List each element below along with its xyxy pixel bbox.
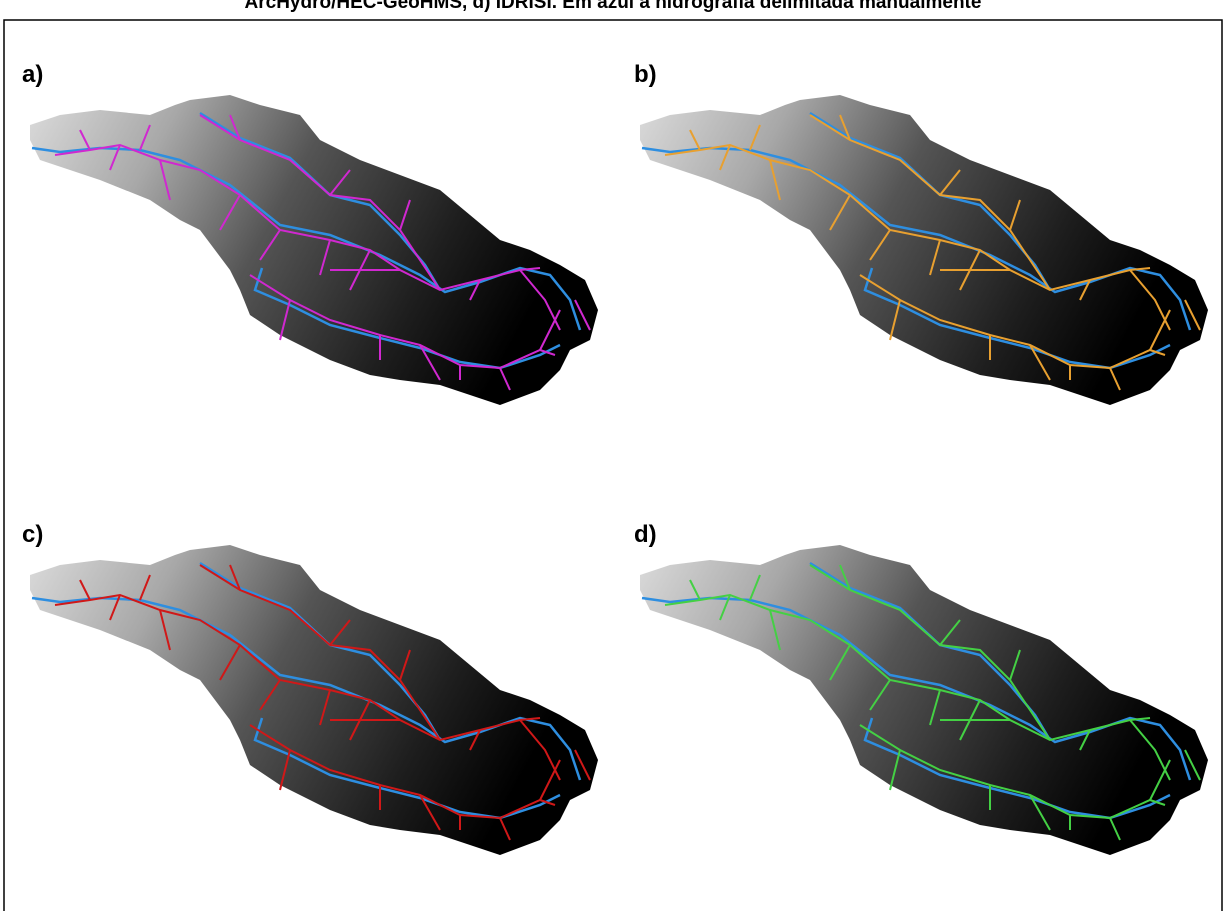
panel: b) (634, 61, 1208, 405)
panel: a) (22, 61, 598, 405)
panel-label: c) (22, 521, 43, 548)
figure: ArcHydro/HEC-GeoHMS, d) IDRISI. Em azul … (0, 0, 1226, 911)
panel: c) (22, 521, 598, 855)
panel-label: b) (634, 61, 657, 88)
panel-label: d) (634, 521, 657, 548)
caption: ArcHydro/HEC-GeoHMS, d) IDRISI. Em azul … (245, 0, 982, 13)
panel: d) (634, 521, 1208, 855)
page: {"header": {"caption": "ArcHydro/HEC-Geo… (0, 0, 1226, 911)
panel-label: a) (22, 61, 43, 88)
